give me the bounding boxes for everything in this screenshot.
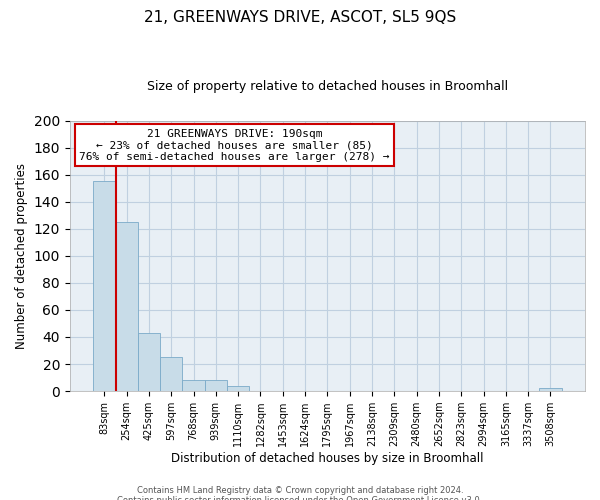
Text: 21, GREENWAYS DRIVE, ASCOT, SL5 9QS: 21, GREENWAYS DRIVE, ASCOT, SL5 9QS	[144, 10, 456, 25]
Bar	[93, 182, 116, 391]
Bar	[182, 380, 205, 391]
Bar	[160, 358, 182, 391]
Y-axis label: Number of detached properties: Number of detached properties	[15, 163, 28, 349]
Bar	[138, 333, 160, 391]
Text: Contains public sector information licensed under the Open Government Licence v3: Contains public sector information licen…	[118, 496, 482, 500]
Bar	[539, 388, 562, 391]
Bar	[227, 386, 250, 391]
Text: 21 GREENWAYS DRIVE: 190sqm
← 23% of detached houses are smaller (85)
76% of semi: 21 GREENWAYS DRIVE: 190sqm ← 23% of deta…	[79, 128, 390, 162]
Bar	[116, 222, 138, 391]
Text: Contains HM Land Registry data © Crown copyright and database right 2024.: Contains HM Land Registry data © Crown c…	[137, 486, 463, 495]
Title: Size of property relative to detached houses in Broomhall: Size of property relative to detached ho…	[147, 80, 508, 93]
Bar	[205, 380, 227, 391]
X-axis label: Distribution of detached houses by size in Broomhall: Distribution of detached houses by size …	[171, 452, 484, 465]
